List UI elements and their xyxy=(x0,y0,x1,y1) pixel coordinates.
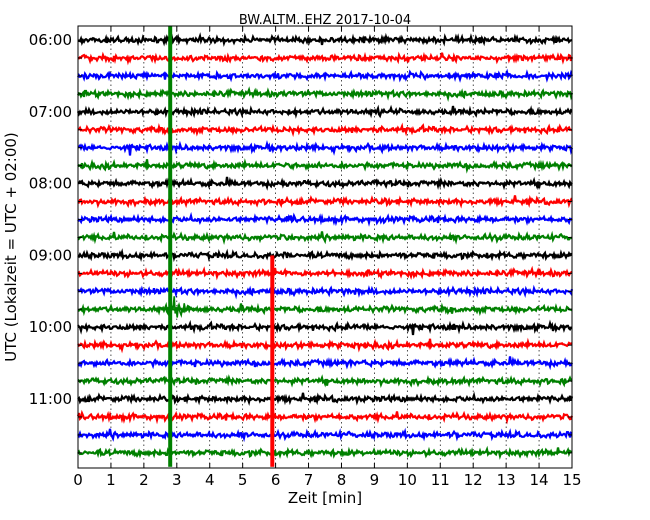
grid-lines xyxy=(110,26,540,468)
y-tick-label: 08:00 xyxy=(29,175,72,193)
trace-line xyxy=(76,409,574,425)
x-tick-label: 15 xyxy=(562,471,581,489)
trace-line xyxy=(77,356,574,371)
y-tick-label: 06:00 xyxy=(29,31,72,49)
trace-line xyxy=(77,51,574,66)
trace-line xyxy=(77,176,573,191)
trace-line xyxy=(77,445,573,460)
trace-line xyxy=(77,32,573,47)
event-line xyxy=(270,255,275,467)
trace-line xyxy=(77,337,573,354)
trace-line xyxy=(77,230,573,246)
trace-line xyxy=(77,265,573,281)
x-tick-label: 10 xyxy=(398,471,417,489)
trace-line xyxy=(78,140,574,156)
x-tick-label: 1 xyxy=(106,471,116,489)
event-line xyxy=(168,26,173,467)
trace-line xyxy=(77,86,574,102)
x-tick-label: 12 xyxy=(464,471,483,489)
x-tick-label: 3 xyxy=(172,471,182,489)
trace-line xyxy=(77,374,573,389)
chart-title: BW.ALTM..EHZ 2017-10-04 xyxy=(239,13,411,28)
y-tick-label: 11:00 xyxy=(29,390,72,408)
trace-line xyxy=(77,211,573,227)
event-signals xyxy=(163,26,275,467)
y-axis-label: UTC (Lokalzeit = UTC + 02:00) xyxy=(2,132,20,362)
trace-line xyxy=(77,284,574,300)
x-tick-label: 14 xyxy=(530,471,549,489)
y-tick-label: 07:00 xyxy=(29,103,72,121)
x-tick-label: 11 xyxy=(431,471,450,489)
event-coda xyxy=(163,296,211,319)
trace-line xyxy=(77,68,574,83)
x-axis-label: Zeit [min] xyxy=(288,489,362,507)
x-tick-label: 5 xyxy=(238,471,248,489)
trace-lines xyxy=(76,32,574,460)
trace-line xyxy=(77,122,573,138)
trace-line xyxy=(77,427,573,443)
trace-line xyxy=(77,391,574,406)
trace-line xyxy=(77,158,573,174)
y-tick-label: 09:00 xyxy=(29,246,72,264)
x-tick-label: 6 xyxy=(271,471,281,489)
x-tick-label: 0 xyxy=(73,471,83,489)
plot-frame xyxy=(77,25,573,469)
x-axis-ticks: 0 1 2 3 4 5 6 7 8 9 10 11 12 13 14 15 xyxy=(73,26,582,489)
x-tick-label: 8 xyxy=(337,471,347,489)
trace-line xyxy=(77,248,573,263)
x-tick-label: 7 xyxy=(304,471,314,489)
trace-line xyxy=(77,319,573,336)
trace-line xyxy=(77,301,573,317)
trace-line xyxy=(76,104,573,119)
x-tick-label: 4 xyxy=(205,471,215,489)
x-tick-label: 2 xyxy=(139,471,149,489)
x-tick-label: 9 xyxy=(370,471,380,489)
y-axis-ticks: 06:00 07:00 08:00 09:00 10:00 11:00 xyxy=(29,31,572,454)
x-tick-label: 13 xyxy=(497,471,516,489)
y-tick-label: 10:00 xyxy=(29,318,72,336)
trace-line xyxy=(77,194,573,209)
